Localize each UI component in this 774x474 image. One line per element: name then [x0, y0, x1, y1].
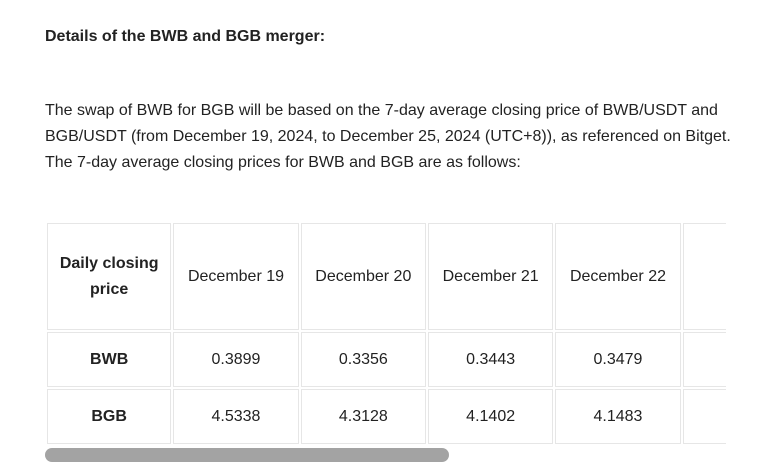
row-header: BGB	[47, 389, 172, 444]
cell: 0.3899	[173, 332, 299, 387]
table-row: Daily closing price December 19 December 2…	[47, 223, 726, 330]
cell: December 22	[555, 223, 681, 330]
scrollbar[interactable]	[45, 448, 449, 462]
heading: Details of the BWB and BGB merger:	[45, 28, 326, 45]
row-header: BWB	[47, 332, 172, 387]
cell: 4.1483	[555, 389, 681, 444]
cell: 4	[682, 389, 726, 444]
table-container: Daily closing price December 19 December 2…	[45, 221, 726, 448]
cell: 0	[682, 332, 726, 387]
row-header: Daily closing price	[47, 223, 172, 330]
cell: 4.1402	[427, 389, 554, 444]
cell: 0.3356	[300, 332, 426, 387]
cell: December 19	[173, 223, 299, 330]
price-table: Daily closing price December 19 December 2…	[45, 221, 726, 446]
cell: December 21	[427, 223, 554, 330]
cell: 4.3128	[300, 389, 426, 444]
cell: December 20	[300, 223, 426, 330]
cell: 0.3443	[427, 332, 554, 387]
cell: Dece	[682, 223, 726, 330]
cell: 0.3479	[555, 332, 681, 387]
cell: 4.5338	[173, 389, 299, 444]
paragraph: The swap of BWB for BGB will be based on…	[45, 102, 731, 171]
